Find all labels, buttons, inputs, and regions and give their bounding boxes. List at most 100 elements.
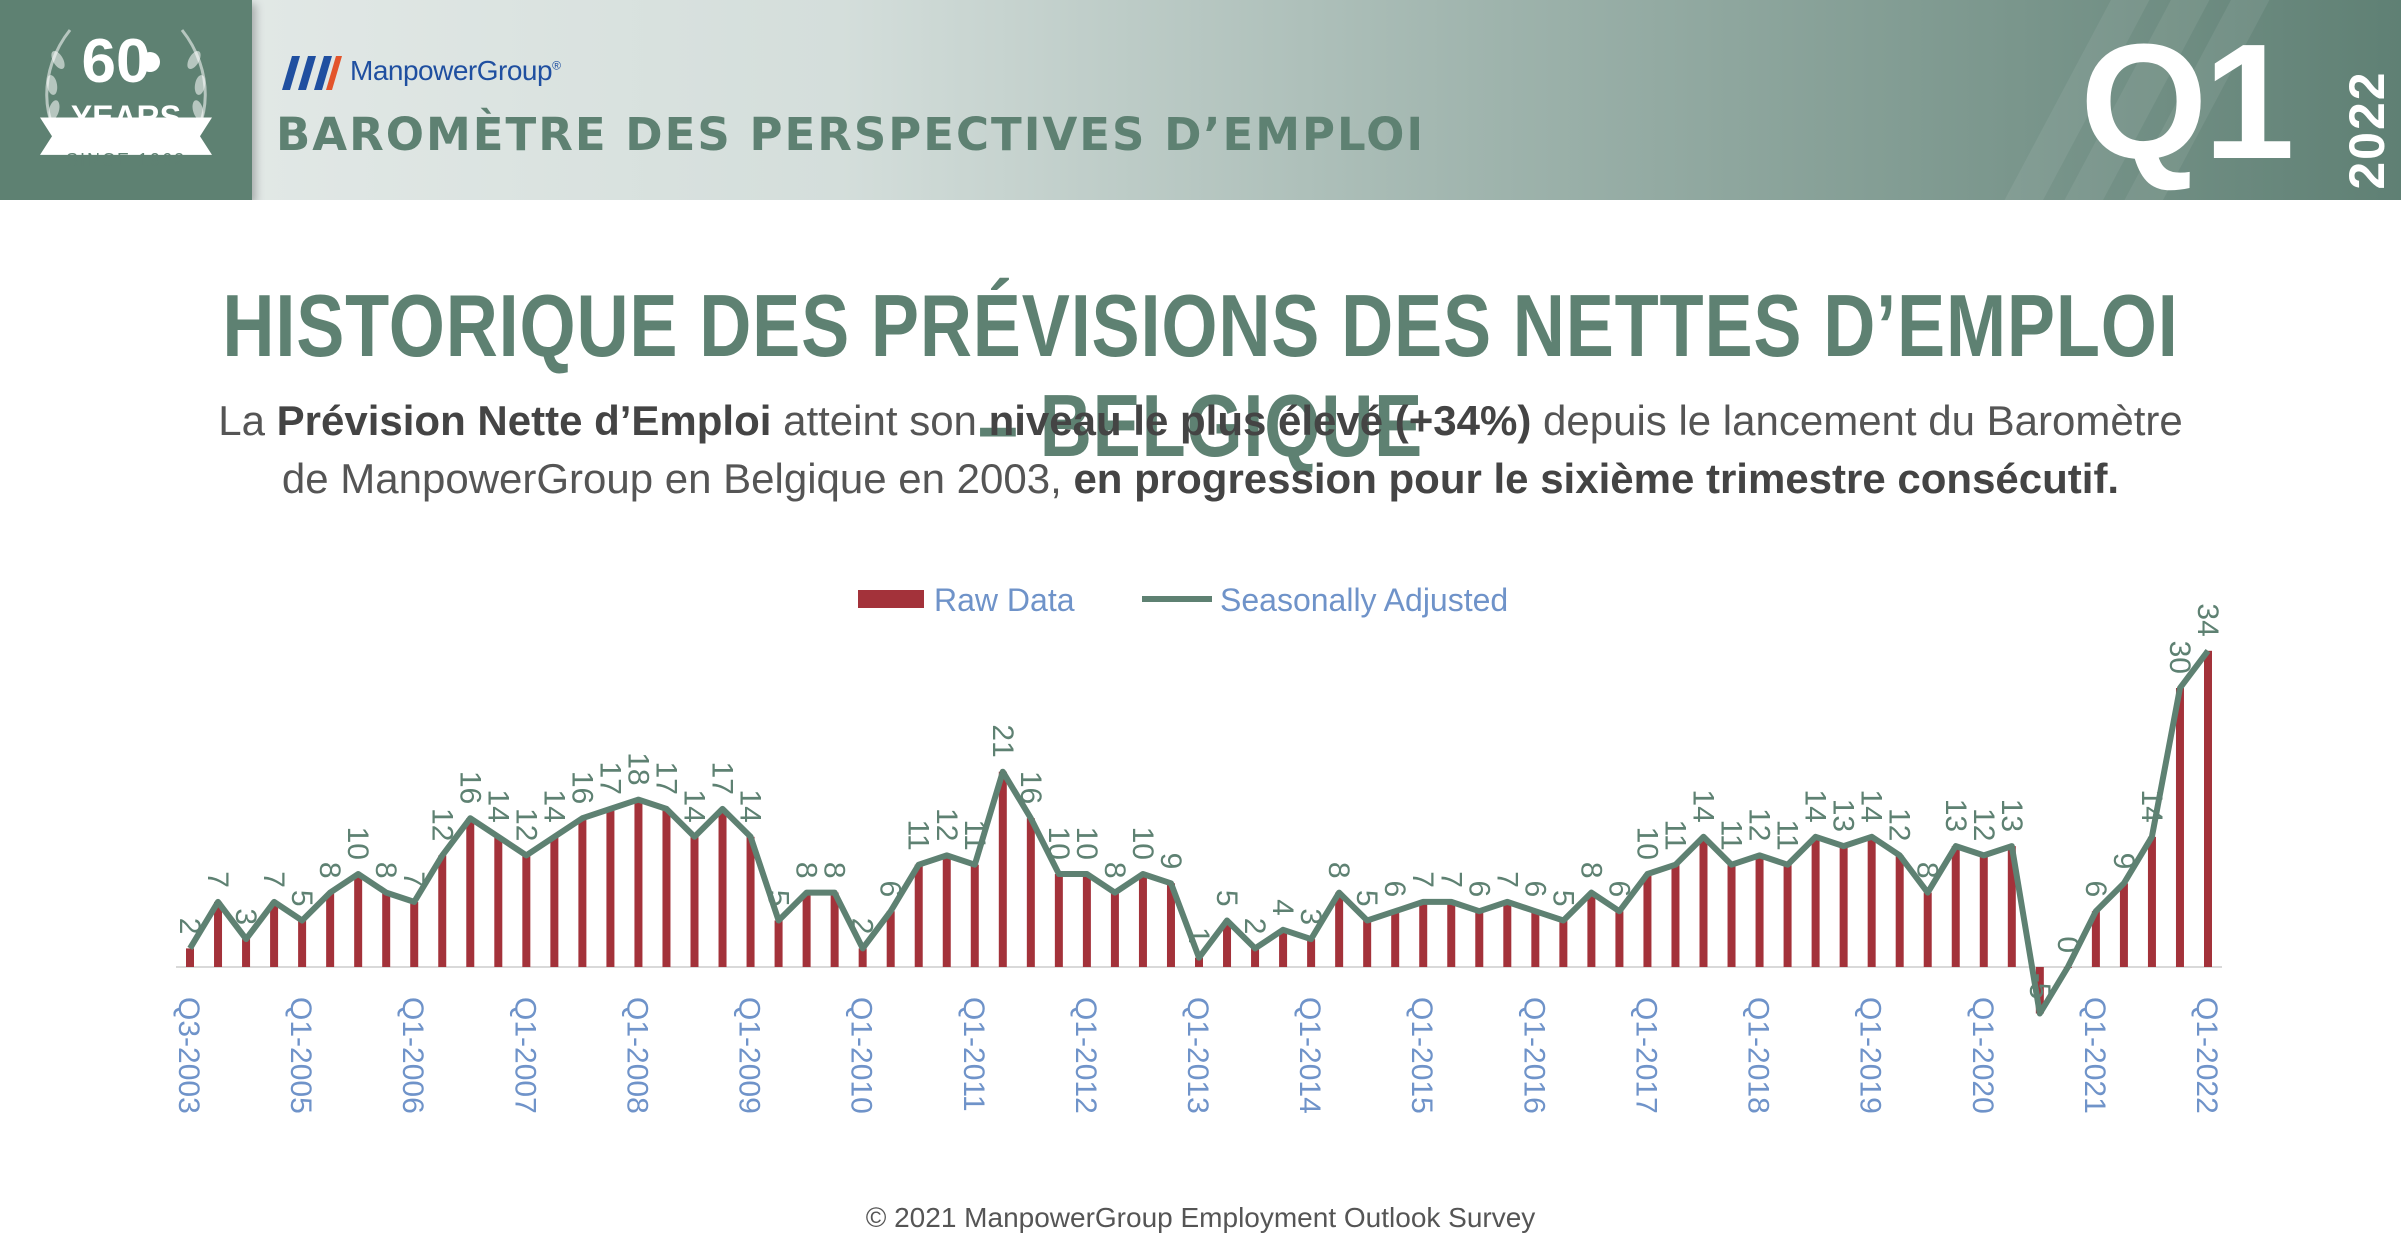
x-tick-label: Q1-2008 [620, 997, 653, 1114]
x-tick-label: Q1-2010 [845, 997, 878, 1114]
x-tick-label: Q1-2021 [2078, 997, 2111, 1114]
bar-raw-data [1671, 864, 1680, 967]
data-label: 16 [565, 771, 598, 804]
data-label: 13 [1939, 799, 1972, 832]
data-label: 5 [285, 890, 318, 907]
data-label: 8 [369, 862, 402, 879]
data-label: 30 [2163, 641, 2196, 674]
bar-raw-data [186, 948, 194, 967]
data-label: 14 [537, 789, 570, 822]
data-label: 8 [1911, 862, 1944, 879]
bar-raw-data [578, 818, 587, 967]
year-label: 2022 [2339, 70, 2395, 190]
bar-raw-data [550, 836, 559, 967]
x-tick-label: Q1-2014 [1293, 997, 1326, 1114]
bar-raw-data [746, 836, 755, 967]
bar-raw-data [522, 855, 531, 967]
data-label: 10 [1126, 827, 1159, 860]
data-label: 11 [902, 820, 935, 851]
data-label: 8 [1322, 862, 1355, 879]
bar-raw-data [1335, 892, 1344, 967]
bar-raw-data [1783, 864, 1792, 967]
bar-raw-data [858, 948, 867, 967]
bar-raw-data [1475, 911, 1484, 967]
bar-raw-data [1110, 892, 1119, 967]
badge-number: 60 [82, 27, 151, 96]
data-label: 14 [481, 789, 514, 822]
data-label: 7 [1406, 871, 1439, 888]
data-label: 34 [2191, 603, 2224, 636]
bar-raw-data [662, 808, 671, 967]
data-label: 12 [1967, 808, 2000, 841]
data-label: 10 [1630, 827, 1663, 860]
bar-raw-data [1643, 874, 1652, 967]
bar-raw-data [970, 864, 979, 967]
data-label: 6 [1602, 881, 1635, 898]
bar-raw-data [1895, 855, 1904, 967]
bar-raw-data [774, 920, 783, 967]
x-tick-label: Q1-2015 [1405, 997, 1438, 1114]
x-tick-label: Q1-2016 [1517, 997, 1550, 1114]
data-label: 8 [1098, 862, 1131, 879]
x-tick-label: Q3-2003 [172, 997, 205, 1114]
bar-raw-data [1307, 939, 1316, 967]
bar-raw-data [1054, 874, 1063, 967]
bar-raw-data [1279, 929, 1288, 967]
badge-since: SINCE 1962 [66, 150, 186, 170]
bar-raw-data [1699, 836, 1708, 967]
bar-raw-data [2204, 650, 2212, 967]
data-label: 7 [1434, 871, 1467, 888]
bar-raw-data [1391, 911, 1400, 967]
data-label: 8 [818, 862, 851, 879]
data-label: 14 [734, 789, 767, 822]
data-label: 13 [1827, 799, 1860, 832]
bar-raw-data [1867, 836, 1876, 967]
subtitle-line-1: La Prévision Nette d’Emploi atteint son … [218, 397, 2183, 444]
data-label: 12 [930, 808, 963, 841]
x-tick-label: Q1-2022 [2190, 997, 2223, 1114]
bar-raw-data [1755, 855, 1764, 967]
bar-raw-data [1559, 920, 1568, 967]
data-label: 6 [1518, 881, 1551, 898]
quarter-label: Q1 [2080, 10, 2295, 193]
x-tick-label: Q1-2009 [733, 997, 766, 1114]
data-label: 11 [1658, 820, 1691, 851]
bar-raw-data [830, 892, 839, 967]
bar-raw-data [2091, 911, 2100, 967]
page-title: HISTORIQUE DES PRÉVISIONS DES NETTES D’E… [222, 276, 2179, 475]
bar-raw-data [1166, 883, 1175, 967]
bar-raw-data [1082, 874, 1091, 967]
bar-raw-data [494, 836, 503, 967]
data-label: 14 [1687, 789, 1720, 822]
bar-raw-data [1531, 911, 1540, 967]
bar-raw-data [1615, 911, 1624, 967]
legend-label-raw-data: Raw Data [934, 582, 1075, 618]
bar-raw-data [1026, 818, 1035, 967]
data-label: 4 [1266, 899, 1299, 916]
data-label: 11 [1771, 820, 1804, 851]
bar-raw-data [914, 864, 923, 967]
data-label: 1 [1182, 927, 1215, 944]
data-label: 2 [846, 918, 879, 935]
data-label: 7 [397, 871, 430, 888]
bar-raw-data [410, 901, 419, 967]
line-seasonally-adjusted [187, 648, 2211, 1017]
bar-raw-data [1839, 846, 1848, 967]
data-label: 0 [2051, 936, 2084, 953]
data-label: 8 [790, 862, 823, 879]
legend-label-seasonally-adjusted: Seasonally Adjusted [1220, 582, 1508, 618]
data-label: 12 [509, 808, 542, 841]
x-tick-label: Q1-2011 [957, 997, 990, 1112]
data-label: 12 [1883, 808, 1916, 841]
data-label: 21 [986, 724, 1019, 757]
bar-raw-data [214, 901, 223, 967]
bar-raw-data [2175, 688, 2184, 967]
barometer-title: BAROMÈTRE DES PERSPECTIVES D’EMPLOI [276, 108, 1426, 161]
data-label: 9 [1154, 853, 1187, 870]
data-label: 7 [201, 871, 234, 888]
bar-raw-data [2147, 836, 2156, 967]
laurel-wreath-icon: 60 YEARS SINCE 1962 [40, 27, 212, 170]
employment-outlook-chart: Raw Data Seasonally Adjusted2737581087121… [172, 582, 2224, 1114]
subtitle: La Prévision Nette d’Emploi atteint son … [0, 392, 2401, 508]
data-label: 5 [762, 890, 795, 907]
